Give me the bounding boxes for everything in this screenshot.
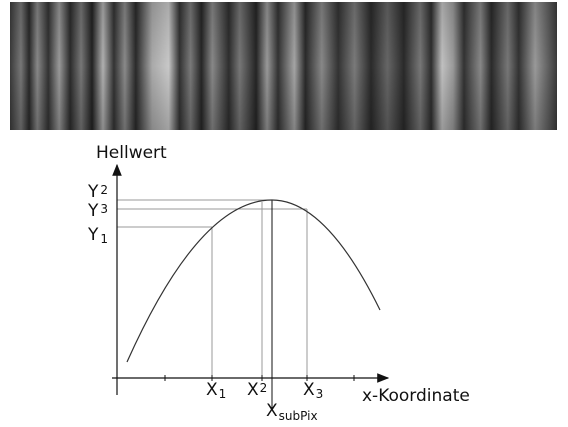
x-axis-label: x-Koordinate (362, 386, 470, 406)
x-axis-ticks (164, 375, 355, 381)
subpix-label: XsubPix (266, 401, 318, 423)
x-label: X2 (247, 380, 267, 400)
guide-lines (117, 199, 308, 378)
y-axis-label: Hellwert (96, 143, 167, 163)
image-shade (10, 2, 557, 130)
x-label: X3 (303, 380, 323, 401)
intensity-curve (126, 199, 381, 363)
x-label: X1 (206, 380, 226, 401)
